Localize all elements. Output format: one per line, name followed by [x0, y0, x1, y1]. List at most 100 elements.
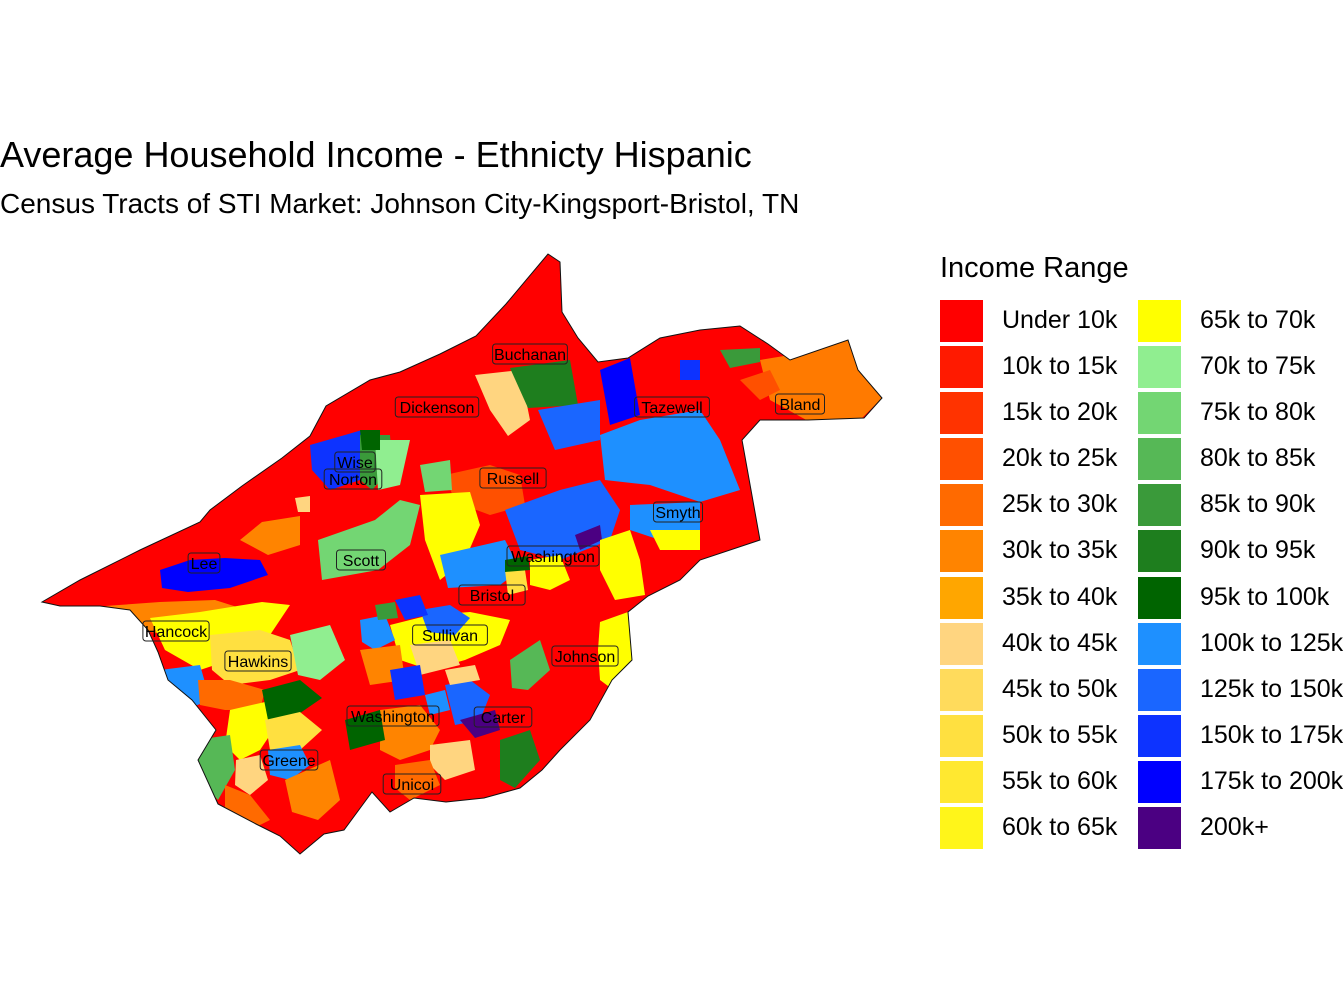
tract-sullivan-blue2 — [395, 595, 428, 620]
legend-swatch — [1138, 484, 1181, 527]
legend-swatch — [940, 668, 983, 711]
legend-label: 60k to 65k — [1002, 813, 1118, 842]
svg-text:Tazewell: Tazewell — [641, 400, 702, 417]
tract-tazewell-blue — [538, 400, 600, 450]
tract-buchanan-peach — [475, 370, 530, 436]
tract-washington-tn-darkgreen — [345, 710, 385, 750]
tract-tazewell-green-strip — [720, 348, 760, 368]
chart-title: Average Household Income - Ethnicty Hisp… — [0, 134, 752, 175]
tract-washington-va-purple — [575, 525, 602, 550]
legend-swatch — [940, 530, 983, 573]
county-label: Unicoi — [382, 773, 442, 795]
svg-text:Washington: Washington — [351, 709, 435, 726]
legend-swatch — [940, 622, 983, 665]
legend-label: 65k to 70k — [1200, 306, 1316, 334]
tract-russell-lightgreen — [420, 460, 452, 492]
tract-lee-navy — [160, 558, 268, 592]
legend-label: 15k to 20k — [1002, 398, 1118, 427]
svg-text:Wise: Wise — [337, 455, 373, 472]
county-label: Dickenson — [394, 396, 480, 418]
svg-text:Hancock: Hancock — [145, 624, 208, 641]
svg-text:Bland: Bland — [780, 397, 821, 414]
tract-carter-purple — [460, 710, 500, 738]
tract-washington-tn-lightblue — [425, 690, 450, 715]
legend-label: 30k to 35k — [1002, 536, 1118, 565]
county-label: Bland — [775, 393, 825, 415]
legend-label: 20k to 25k — [1002, 444, 1118, 473]
county-label: Russell — [479, 467, 547, 489]
county-label: Hawkins — [224, 650, 292, 672]
tract-carter-blue — [445, 680, 490, 725]
legend-label: 35k to 40k — [1002, 582, 1118, 611]
svg-text:Scott: Scott — [343, 553, 380, 570]
region-outline — [40, 253, 883, 855]
tract-unicoi-orange — [395, 760, 440, 800]
county-label: Johnson — [551, 645, 619, 667]
legend-swatch — [940, 760, 983, 803]
legend-label: 100k to 125k — [1200, 628, 1344, 657]
svg-text:Smyth: Smyth — [655, 505, 700, 522]
tract-greene-yellow — [225, 702, 280, 760]
legend-swatch — [940, 346, 983, 389]
legend-label: 80k to 85k — [1200, 444, 1316, 473]
legend-swatch — [1138, 668, 1181, 711]
legend-label: 150k to 175k — [1200, 720, 1344, 749]
legend-swatch — [1138, 346, 1181, 389]
county-label: Lee — [187, 552, 221, 574]
legend-swatch — [1138, 392, 1181, 435]
legend-label: 90k to 95k — [1200, 536, 1316, 565]
svg-text:Johnson: Johnson — [555, 649, 616, 666]
svg-text:Unicoi: Unicoi — [390, 777, 434, 794]
legend-swatch — [940, 576, 983, 619]
county-label: Norton — [323, 468, 383, 490]
county-label: Sullivan — [412, 624, 488, 646]
svg-text:Norton: Norton — [329, 472, 377, 489]
tract-tazewell-navy — [600, 358, 640, 425]
svg-text:Sullivan: Sullivan — [422, 628, 478, 645]
legend-swatch — [1138, 760, 1181, 803]
legend-swatch — [940, 807, 983, 850]
legend-swatch — [940, 300, 983, 342]
county-label: Carter — [473, 706, 533, 728]
legend: Income Range Under 10k 10k to 15k 15k to 2… — [940, 250, 1344, 870]
tract-sullivan-lightblue — [360, 615, 395, 650]
legend-label: 55k to 60k — [1002, 766, 1118, 795]
tract-sullivan-blue — [420, 605, 470, 635]
legend-swatch — [1138, 622, 1181, 665]
tract-bristol-darkgreen — [505, 556, 530, 572]
legend-label: 75k to 80k — [1200, 398, 1316, 427]
legend-label: 95k to 100k — [1200, 582, 1330, 611]
county-label: Hancock — [142, 620, 210, 642]
tract-sullivan-green — [375, 602, 398, 620]
legend-label: 85k to 90k — [1200, 490, 1316, 519]
tract-tazewell-lightblue — [600, 410, 740, 502]
legend-label: 70k to 75k — [1200, 352, 1316, 381]
svg-text:Buchanan: Buchanan — [494, 347, 566, 364]
tract-scott-green — [318, 500, 420, 580]
tract-tazewell-blue-small — [680, 360, 700, 380]
county-label: Wise — [334, 451, 376, 473]
tract-carter-peach — [445, 665, 480, 685]
svg-text:Dickenson: Dickenson — [400, 400, 475, 417]
legend-swatch — [940, 714, 983, 757]
legend-label: 200k+ — [1200, 813, 1269, 842]
tract-hawkins-lightgreen — [290, 625, 345, 680]
legend-label: 10k to 15k — [1002, 352, 1118, 381]
legend-label: 25k to 30k — [1002, 490, 1118, 519]
tract-hawkins-orange — [198, 680, 265, 710]
tract-bristol-peach — [505, 570, 528, 595]
tract-unicoi-green — [500, 730, 540, 788]
county-label: Greene — [259, 749, 319, 771]
tract-greene-yellow2 — [265, 712, 322, 750]
tract-greene-darkgreen — [262, 680, 322, 720]
svg-text:Greene: Greene — [262, 753, 315, 770]
chart-subtitle: Census Tracts of STI Market: Johnson Cit… — [0, 188, 800, 219]
county-labels: Buchanan Dickenson Tazewell Bland WiseNorton… — [142, 343, 825, 795]
legend-label: 45k to 50k — [1002, 674, 1118, 703]
legend-swatch — [1138, 714, 1181, 757]
svg-text:Washington: Washington — [511, 549, 595, 566]
tract-greene-orange — [285, 760, 340, 820]
tract-smyth-yellow-big — [600, 530, 645, 600]
tract-greene-lightblue — [268, 745, 310, 780]
tract-wise-blue — [310, 430, 370, 490]
